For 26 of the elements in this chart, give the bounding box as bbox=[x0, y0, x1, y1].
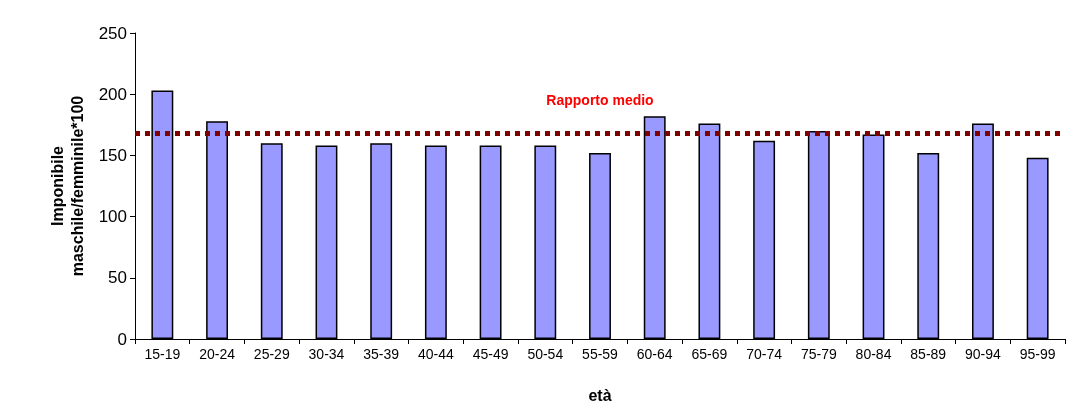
y-tick-label: 50 bbox=[108, 268, 127, 288]
x-tick-label: 70-74 bbox=[746, 346, 783, 362]
x-tick-label: 95-99 bbox=[1019, 346, 1056, 362]
y-tick-label: 100 bbox=[98, 207, 127, 227]
y-axis-title: Imponibile maschile/femminile*100 bbox=[48, 95, 86, 277]
x-tick-label: 80-84 bbox=[855, 346, 892, 362]
x-tick-label: 30-34 bbox=[308, 346, 345, 362]
x-tick-label: 40-44 bbox=[417, 346, 454, 362]
x-axis-title: età bbox=[588, 386, 612, 404]
x-tick-label: 35-39 bbox=[363, 346, 400, 362]
x-tick-label: 20-24 bbox=[199, 346, 236, 362]
x-tick-label: 90-94 bbox=[965, 346, 1002, 362]
y-tick-label: 250 bbox=[98, 23, 127, 43]
x-tick-label: 15-19 bbox=[144, 346, 181, 362]
ref-line-label: Rapporto medio bbox=[546, 92, 654, 109]
x-tick-label: 60-64 bbox=[636, 346, 673, 362]
x-tick-label: 25-29 bbox=[253, 346, 290, 362]
y-tick-label: 0 bbox=[117, 329, 127, 349]
y-tick-label: 200 bbox=[98, 84, 127, 104]
x-tick-label: 55-59 bbox=[582, 346, 619, 362]
x-tick-label: 65-69 bbox=[691, 346, 728, 362]
x-tick-label: 75-79 bbox=[800, 346, 837, 362]
x-tick-label: 50-54 bbox=[527, 346, 564, 362]
x-tick-label: 45-49 bbox=[472, 346, 509, 362]
y-tick-label: 150 bbox=[98, 145, 127, 165]
x-tick-label: 85-89 bbox=[910, 346, 947, 362]
